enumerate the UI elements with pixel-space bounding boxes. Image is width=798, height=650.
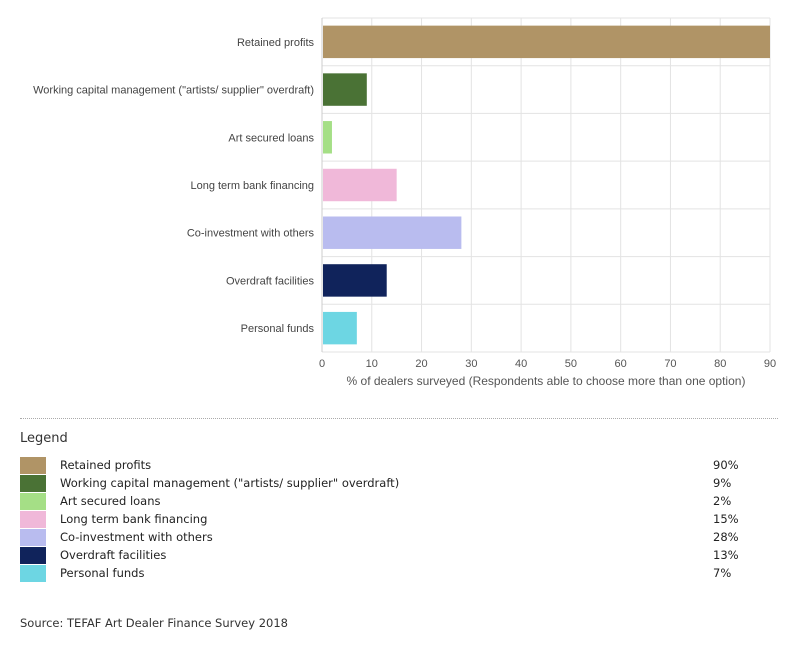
bar-2 [323,121,332,154]
legend-label: Retained profits [60,458,152,472]
legend-value: 15% [713,512,739,526]
legend-value: 90% [713,458,739,472]
legend-label: Co-investment with others [60,530,213,544]
category-label: Personal funds [241,323,315,335]
legend-item: Co-investment with others 28% [20,529,760,547]
x-tick-label: 10 [366,358,378,370]
legend: Retained profits 90% Working capital manag… [20,457,760,583]
legend-label: Art secured loans [60,494,161,508]
legend-item: Working capital management ("artists/ su… [20,475,760,493]
x-tick-label: 80 [714,358,726,370]
divider [20,418,778,419]
legend-title: Legend [20,431,68,446]
legend-swatch [20,547,46,564]
legend-item: Overdraft facilities 13% [20,547,760,565]
legend-value: 2% [713,494,732,508]
bar-4 [323,216,462,249]
bar-5 [323,264,387,297]
legend-swatch [20,529,46,546]
legend-label: Long term bank financing [60,512,208,526]
legend-item: Art secured loans 2% [20,493,760,511]
legend-value: 7% [713,566,732,580]
legend-item: Personal funds 7% [20,565,760,583]
x-tick-label: 20 [415,358,427,370]
legend-label: Overdraft facilities [60,548,167,562]
legend-label: Personal funds [60,566,145,580]
category-label: Overdraft facilities [226,275,315,287]
legend-label: Working capital management ("artists/ su… [60,476,400,490]
x-tick-label: 60 [615,358,627,370]
bar-6 [323,311,357,345]
bar-chart: Retained profits Working capital manageme… [33,17,776,388]
x-tick-label: 70 [664,358,676,370]
category-label: Art secured loans [228,132,314,144]
category-label: Co-investment with others [187,228,315,240]
x-tick-label: 0 [319,358,325,370]
legend-value: 28% [713,530,739,544]
legend-value: 9% [713,476,732,490]
legend-swatch [20,457,46,474]
category-label: Retained profits [237,37,315,49]
legend-swatch [20,475,46,492]
bar-1 [323,73,367,106]
x-tick-label: 90 [764,358,776,370]
legend-value: 13% [713,548,739,562]
category-label: Working capital management ("artists/ su… [33,85,314,97]
legend-swatch [20,511,46,528]
bar-0 [323,25,770,59]
legend-swatch [20,565,46,582]
x-tick-label: 30 [465,358,477,370]
bar-3 [323,168,397,202]
x-axis-title: % of dealers surveyed (Respondents able … [347,374,746,388]
x-tick-label: 50 [565,358,577,370]
category-label: Long term bank financing [190,180,314,192]
legend-item: Long term bank financing 15% [20,511,760,529]
x-tick-label: 40 [515,358,527,370]
legend-item: Retained profits 90% [20,457,760,475]
legend-swatch [20,493,46,510]
source-note: Source: TEFAF Art Dealer Finance Survey … [20,616,288,630]
